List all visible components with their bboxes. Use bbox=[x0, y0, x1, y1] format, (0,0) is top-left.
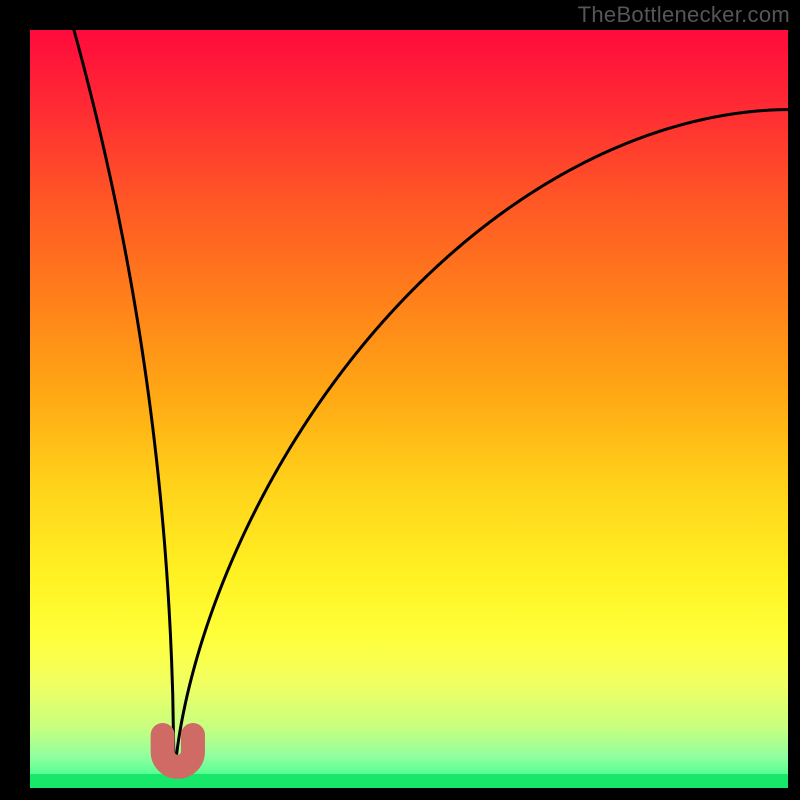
bottleneck-line bbox=[74, 30, 788, 768]
bottleneck-curve bbox=[0, 0, 800, 800]
chart-container: TheBottlenecker.com bbox=[0, 0, 800, 800]
watermark-text: TheBottlenecker.com bbox=[578, 2, 790, 28]
